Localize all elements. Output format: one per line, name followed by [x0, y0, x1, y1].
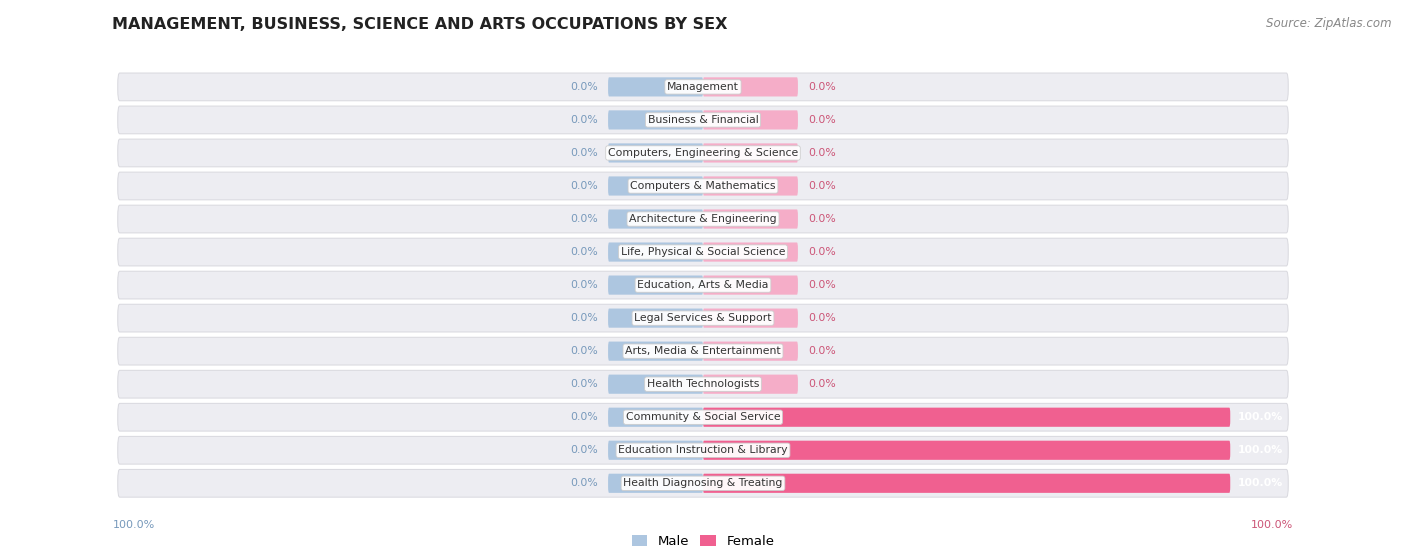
Text: 0.0%: 0.0%	[569, 115, 598, 125]
Text: Health Technologists: Health Technologists	[647, 379, 759, 389]
FancyBboxPatch shape	[118, 470, 1288, 497]
Text: 0.0%: 0.0%	[808, 214, 837, 224]
FancyBboxPatch shape	[609, 243, 703, 262]
Text: Arts, Media & Entertainment: Arts, Media & Entertainment	[626, 346, 780, 356]
FancyBboxPatch shape	[609, 177, 703, 196]
Text: 100.0%: 100.0%	[1251, 520, 1294, 530]
Text: Computers, Engineering & Science: Computers, Engineering & Science	[607, 148, 799, 158]
Text: 0.0%: 0.0%	[569, 181, 598, 191]
Legend: Male, Female: Male, Female	[626, 529, 780, 553]
Text: 0.0%: 0.0%	[808, 82, 837, 92]
Text: Business & Financial: Business & Financial	[648, 115, 758, 125]
FancyBboxPatch shape	[703, 408, 1230, 427]
FancyBboxPatch shape	[118, 73, 1288, 101]
Text: 0.0%: 0.0%	[808, 313, 837, 323]
Text: 0.0%: 0.0%	[808, 148, 837, 158]
FancyBboxPatch shape	[703, 144, 799, 163]
FancyBboxPatch shape	[703, 77, 799, 97]
FancyBboxPatch shape	[703, 440, 1230, 460]
Text: Life, Physical & Social Science: Life, Physical & Social Science	[621, 247, 785, 257]
FancyBboxPatch shape	[703, 177, 799, 196]
Text: 100.0%: 100.0%	[1237, 412, 1282, 422]
Text: Education Instruction & Library: Education Instruction & Library	[619, 446, 787, 455]
Text: 0.0%: 0.0%	[808, 346, 837, 356]
FancyBboxPatch shape	[609, 77, 703, 97]
FancyBboxPatch shape	[703, 309, 799, 328]
Text: 0.0%: 0.0%	[808, 280, 837, 290]
FancyBboxPatch shape	[118, 238, 1288, 266]
FancyBboxPatch shape	[118, 271, 1288, 299]
FancyBboxPatch shape	[609, 110, 703, 130]
FancyBboxPatch shape	[118, 106, 1288, 134]
Text: 0.0%: 0.0%	[569, 412, 598, 422]
FancyBboxPatch shape	[609, 342, 703, 361]
FancyBboxPatch shape	[703, 110, 799, 130]
FancyBboxPatch shape	[118, 404, 1288, 431]
Text: Community & Social Service: Community & Social Service	[626, 412, 780, 422]
Text: 0.0%: 0.0%	[569, 214, 598, 224]
FancyBboxPatch shape	[118, 437, 1288, 464]
Text: 0.0%: 0.0%	[808, 181, 837, 191]
FancyBboxPatch shape	[118, 172, 1288, 200]
Text: 0.0%: 0.0%	[569, 446, 598, 455]
FancyBboxPatch shape	[609, 473, 703, 493]
FancyBboxPatch shape	[118, 370, 1288, 398]
FancyBboxPatch shape	[609, 375, 703, 394]
Text: 0.0%: 0.0%	[808, 115, 837, 125]
Text: MANAGEMENT, BUSINESS, SCIENCE AND ARTS OCCUPATIONS BY SEX: MANAGEMENT, BUSINESS, SCIENCE AND ARTS O…	[112, 17, 728, 32]
Text: 0.0%: 0.0%	[569, 148, 598, 158]
Text: Legal Services & Support: Legal Services & Support	[634, 313, 772, 323]
FancyBboxPatch shape	[703, 375, 799, 394]
Text: 0.0%: 0.0%	[569, 479, 598, 488]
FancyBboxPatch shape	[609, 144, 703, 163]
FancyBboxPatch shape	[609, 276, 703, 295]
FancyBboxPatch shape	[703, 342, 799, 361]
FancyBboxPatch shape	[118, 205, 1288, 233]
Text: 0.0%: 0.0%	[569, 313, 598, 323]
FancyBboxPatch shape	[118, 337, 1288, 365]
Text: Education, Arts & Media: Education, Arts & Media	[637, 280, 769, 290]
Text: 0.0%: 0.0%	[569, 379, 598, 389]
Text: 100.0%: 100.0%	[1237, 479, 1282, 488]
FancyBboxPatch shape	[703, 473, 1230, 493]
Text: Computers & Mathematics: Computers & Mathematics	[630, 181, 776, 191]
FancyBboxPatch shape	[609, 440, 703, 460]
FancyBboxPatch shape	[609, 210, 703, 229]
FancyBboxPatch shape	[118, 139, 1288, 167]
FancyBboxPatch shape	[703, 276, 799, 295]
Text: 100.0%: 100.0%	[112, 520, 155, 530]
Text: 100.0%: 100.0%	[1237, 446, 1282, 455]
Text: Management: Management	[666, 82, 740, 92]
Text: 0.0%: 0.0%	[808, 379, 837, 389]
Text: Source: ZipAtlas.com: Source: ZipAtlas.com	[1267, 17, 1392, 30]
FancyBboxPatch shape	[609, 309, 703, 328]
FancyBboxPatch shape	[118, 304, 1288, 332]
Text: 0.0%: 0.0%	[569, 346, 598, 356]
Text: Health Diagnosing & Treating: Health Diagnosing & Treating	[623, 479, 783, 488]
Text: Architecture & Engineering: Architecture & Engineering	[630, 214, 776, 224]
FancyBboxPatch shape	[609, 408, 703, 427]
Text: 0.0%: 0.0%	[569, 247, 598, 257]
FancyBboxPatch shape	[703, 210, 799, 229]
Text: 0.0%: 0.0%	[569, 82, 598, 92]
FancyBboxPatch shape	[703, 243, 799, 262]
Text: 0.0%: 0.0%	[808, 247, 837, 257]
Text: 0.0%: 0.0%	[569, 280, 598, 290]
